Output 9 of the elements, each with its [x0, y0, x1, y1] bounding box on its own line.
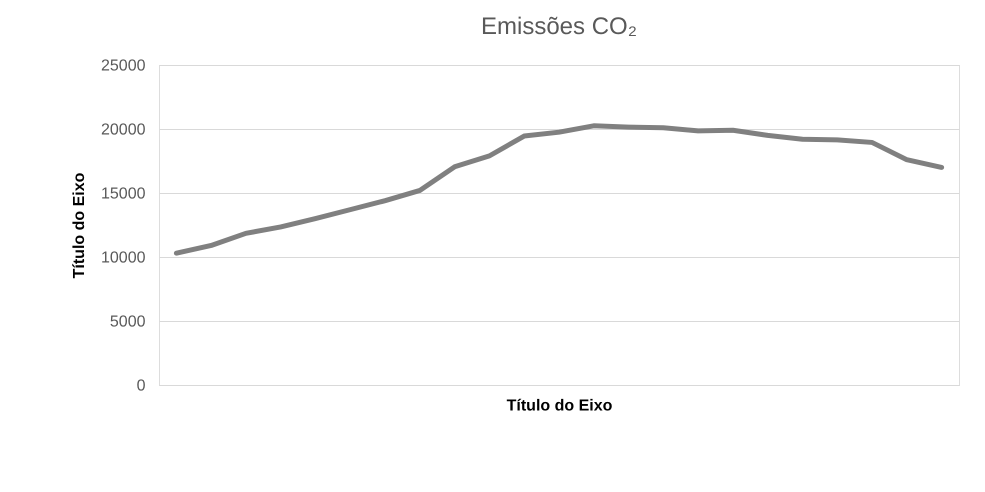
- x-axis-title: Título do Eixo: [506, 398, 613, 414]
- chart-title: Emissões CO₂: [480, 13, 638, 40]
- y-tick-label: 0: [136, 378, 146, 394]
- y-tick-label: 15000: [101, 186, 146, 202]
- y-tick-label: 25000: [101, 58, 146, 74]
- y-axis-title: Título do Eixo: [71, 172, 88, 278]
- y-tick-label: 20000: [101, 122, 146, 138]
- y-tick-label: 10000: [101, 250, 146, 266]
- y-tick-label: 5000: [110, 314, 146, 330]
